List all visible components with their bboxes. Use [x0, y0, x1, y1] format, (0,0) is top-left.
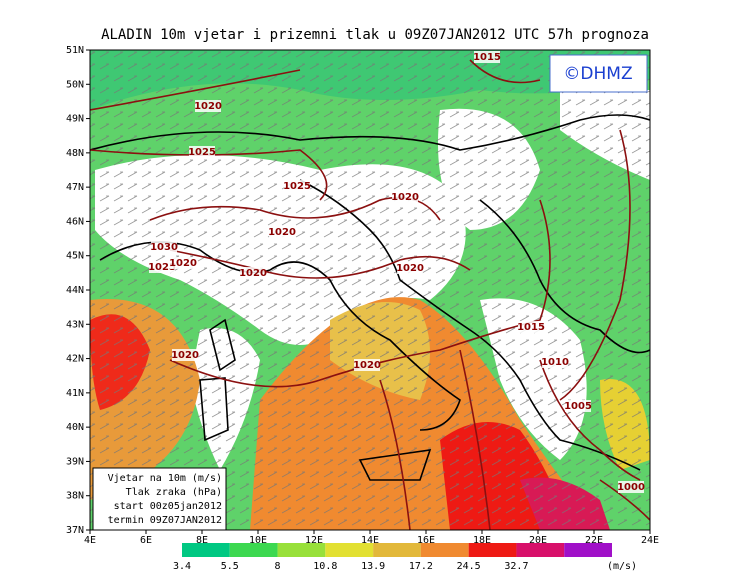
isobar-label: 1020	[169, 258, 197, 269]
colorbar-segment	[564, 543, 612, 557]
colorbar-unit: (m/s)	[607, 561, 637, 572]
legend-line: Vjetar na 10m (m/s)	[108, 473, 222, 484]
isobar-label-bg	[392, 191, 418, 203]
isobar-label-bg	[151, 241, 177, 253]
isobar-label: 1010	[541, 357, 569, 368]
isobar-label: 1020	[391, 192, 419, 203]
isobar-label: 1020	[353, 360, 381, 371]
colorbar-label: 24.5	[457, 561, 481, 572]
colorbar-segment	[468, 543, 517, 557]
isobar-label: 1030	[150, 242, 178, 253]
isobar-label-bg	[474, 51, 500, 63]
lat-label: 45N	[66, 251, 84, 262]
isobar-label-bg	[397, 262, 423, 274]
colorbar-label: 32.7	[504, 561, 528, 572]
legend-line: start 00z05jan2012	[114, 501, 222, 512]
lon-label: 16E	[417, 535, 435, 546]
colorbar-segment	[182, 543, 230, 557]
lon-label: 18E	[473, 535, 491, 546]
isobar-label: 1020	[239, 268, 267, 279]
colorbar: 3.4 5.5 8 10.8 13.9 17.2 24.5 32.7 (m/s)	[173, 543, 637, 572]
lon-label: 10E	[249, 535, 267, 546]
legend-line: termin 09Z07JAN2012	[108, 515, 222, 526]
lon-label: 24E	[641, 535, 659, 546]
lat-label: 39N	[66, 456, 84, 467]
isobar-label: 1020	[194, 101, 222, 112]
isobar-label-bg	[565, 400, 591, 412]
isobar-label-bg	[618, 481, 644, 493]
lat-label: 40N	[66, 422, 84, 433]
lon-label: 12E	[305, 535, 323, 546]
lon-label: 14E	[361, 535, 379, 546]
lat-label: 46N	[66, 216, 84, 227]
colorbar-segment	[420, 543, 469, 557]
isobar-label-bg	[149, 261, 175, 273]
isobar-label: 1025	[188, 147, 216, 158]
colorbar-label: 17.2	[409, 561, 433, 572]
isobar-label-bg	[170, 257, 196, 269]
axes: 51N 50N 49N 48N 47N 46N 45N 44N 43N 42N 41N 40N 39N 3…	[66, 45, 659, 546]
lon-label: 22E	[585, 535, 603, 546]
isobar-label: 1025	[148, 262, 176, 273]
lat-label: 47N	[66, 182, 84, 193]
colorbar-label: 10.8	[313, 561, 337, 572]
isobar-label: 1020	[268, 227, 296, 238]
isobar-label-bg	[240, 267, 266, 279]
lon-label: 4E	[84, 535, 96, 546]
lat-label: 51N	[66, 45, 84, 56]
lat-label: 38N	[66, 491, 84, 502]
legend-line: Tlak zraka (hPa)	[126, 487, 222, 498]
isobar-labels: 1015102010251025102010201030102510201020…	[148, 51, 645, 493]
colorbar-segment	[373, 543, 421, 557]
title: ALADIN 10m vjetar i prizemni tlak u 09Z0…	[101, 27, 649, 43]
lat-label: 41N	[66, 388, 84, 399]
lon-label: 8E	[196, 535, 208, 546]
isobar-label-bg	[172, 349, 198, 361]
isobar-label-bg	[542, 356, 568, 368]
lat-label: 37N	[66, 525, 84, 536]
isobar-label: 1015	[517, 322, 545, 333]
colorbar-segment	[325, 543, 374, 557]
colorbar-label: 13.9	[361, 561, 385, 572]
lat-label: 49N	[66, 114, 84, 125]
isobar-label-bg	[354, 359, 380, 371]
lon-label: 6E	[140, 535, 152, 546]
isobar-label-bg	[518, 321, 544, 333]
isobar-label: 1000	[617, 482, 645, 493]
colorbar-label: 8	[275, 561, 281, 572]
lat-label: 48N	[66, 148, 84, 159]
map-area	[90, 50, 650, 530]
isobar-label-bg	[195, 100, 221, 112]
copyright-box	[549, 54, 648, 93]
lat-label: 42N	[66, 354, 84, 365]
lon-label: 20E	[529, 535, 547, 546]
isobar-label: 1020	[396, 263, 424, 274]
isobar-label: 1025	[283, 181, 311, 192]
colorbar-segment	[277, 543, 326, 557]
copyright: ©DHMZ	[563, 64, 632, 84]
isobar-label: 1005	[564, 401, 592, 412]
colorbar-label: 5.5	[221, 561, 239, 572]
isobar-label: 1015	[473, 52, 501, 63]
isobar-label-bg	[269, 226, 295, 238]
colorbar-segment	[516, 543, 565, 557]
lat-label: 50N	[66, 79, 84, 90]
lat-label: 43N	[66, 319, 84, 330]
colorbar-segment	[229, 543, 278, 557]
colorbar-label: 3.4	[173, 561, 191, 572]
isobar-label-bg	[189, 146, 215, 158]
lat-label: 44N	[66, 285, 84, 296]
isobar-label-bg	[284, 180, 310, 192]
isobar-label: 1020	[171, 350, 199, 361]
legend-text: Vjetar na 10m (m/s) Tlak zraka (hPa) start…	[108, 473, 222, 526]
legend-box	[92, 467, 227, 531]
